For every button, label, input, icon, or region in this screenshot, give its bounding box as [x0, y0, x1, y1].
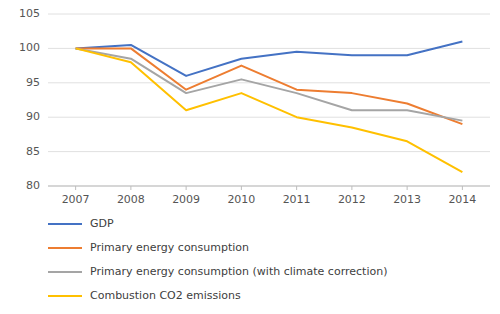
y-tick-label: 90 — [26, 110, 40, 123]
series-line — [76, 48, 463, 172]
x-tick-label: 2009 — [172, 193, 200, 206]
y-axis: 80 85 90 95 100 105 — [19, 7, 490, 192]
series-line — [76, 48, 463, 124]
x-axis-line — [48, 186, 490, 187]
x-axis: 2007 2008 2009 2010 2011 2012 2013 2014 — [48, 186, 490, 206]
x-tick-label: 2014 — [448, 193, 476, 206]
grid-line — [48, 186, 490, 187]
x-tick-label: 2007 — [62, 193, 90, 206]
x-tick — [241, 186, 242, 190]
legend-label: Primary energy consumption — [90, 241, 249, 254]
y-tick-label: 95 — [26, 76, 40, 89]
legend-label: GDP — [90, 217, 114, 230]
x-tick — [407, 186, 408, 190]
y-tick-label: 105 — [19, 7, 40, 20]
grid-line — [48, 82, 490, 83]
x-tick — [462, 186, 463, 190]
x-tick-label: 2011 — [283, 193, 311, 206]
x-tick-label: 2012 — [338, 193, 366, 206]
legend-label: Primary energy consumption (with climate… — [90, 265, 387, 278]
legend: GDP Primary energy consumption Primary ene… — [48, 217, 387, 302]
y-tick-label: 80 — [26, 179, 40, 192]
x-tick-label: 2010 — [227, 193, 255, 206]
x-tick — [351, 186, 352, 190]
grid-line — [48, 117, 490, 118]
x-tick-label: 2013 — [393, 193, 421, 206]
x-tick — [296, 186, 297, 190]
series-line — [76, 48, 463, 120]
y-tick-label: 85 — [26, 145, 40, 158]
legend-swatch — [48, 247, 82, 249]
series-line — [76, 42, 463, 76]
x-tick — [75, 186, 76, 190]
legend-swatch — [48, 223, 82, 225]
x-tick — [130, 186, 131, 190]
lines — [76, 42, 463, 173]
y-tick-label: 100 — [19, 41, 40, 54]
chart: 8085909510010520072008200920102011201220… — [0, 0, 500, 314]
legend-swatch — [48, 295, 82, 297]
x-tick — [186, 186, 187, 190]
legend-swatch — [48, 271, 82, 273]
legend-label: Combustion CO2 emissions — [90, 289, 241, 302]
grid-line — [48, 14, 490, 15]
x-tick-label: 2008 — [117, 193, 145, 206]
